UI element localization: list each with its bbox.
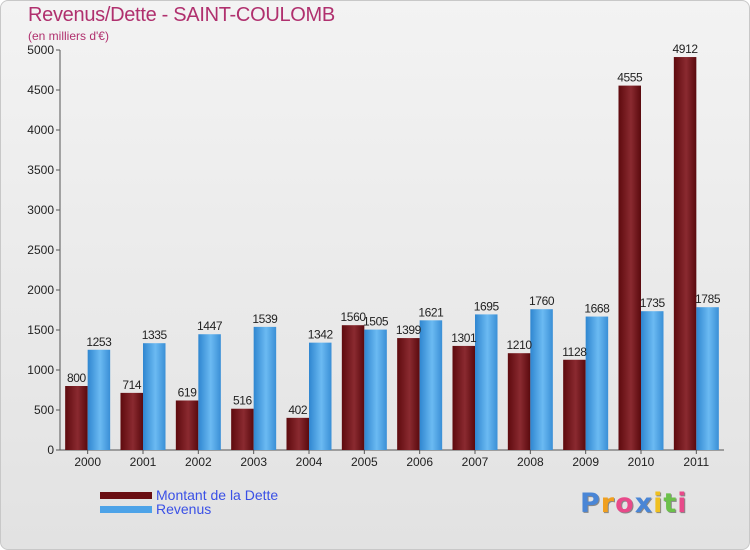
bar-debt (65, 386, 88, 450)
data-label-revenus: 1735 (640, 296, 666, 310)
x-tick-label: 2006 (406, 455, 433, 469)
data-label-debt: 402 (288, 403, 308, 417)
x-tick-label: 2007 (462, 455, 489, 469)
y-tick-label: 1000 (27, 363, 54, 377)
logo-letter: x (634, 488, 654, 519)
logo-letter: r (600, 488, 616, 519)
legend-label-debt: Montant de la Dette (156, 487, 279, 503)
data-label-debt: 1210 (507, 338, 533, 352)
bar-debt (175, 400, 199, 450)
data-label-debt: 1399 (396, 323, 422, 337)
bar-revenus (475, 314, 498, 450)
data-labels: 8001253714133561914475161539402134215601… (67, 42, 721, 417)
y-tick-label: 3000 (27, 203, 54, 217)
data-label-debt: 1560 (341, 310, 367, 324)
bar-revenus (253, 326, 277, 450)
bar-revenus (87, 349, 111, 450)
data-label-debt: 619 (178, 385, 198, 399)
x-tick-label: 2004 (296, 455, 323, 469)
data-label-debt: 714 (122, 378, 142, 392)
data-label-revenus: 1342 (308, 328, 334, 342)
y-tick-label: 1500 (27, 323, 54, 337)
data-label-revenus: 1668 (584, 302, 610, 316)
y-tick-label: 2000 (27, 283, 54, 297)
bar-revenus (198, 334, 221, 450)
legend-item-revenus: Revenus (100, 501, 211, 517)
bar-revenus (696, 307, 719, 450)
bar-debt (397, 338, 420, 450)
y-tick-label: 4000 (27, 123, 54, 137)
data-label-debt: 1301 (451, 331, 477, 345)
logo-letter: t (663, 488, 678, 519)
chart-subtitle: (en milliers d'€) (28, 29, 109, 43)
bar-revenus (364, 329, 387, 450)
logo-letter: P (580, 488, 601, 519)
data-label-debt: 800 (67, 371, 87, 385)
bar-debt (618, 85, 641, 450)
x-tick-label: 2009 (572, 455, 599, 469)
bar-revenus (143, 343, 166, 450)
bar-debt (507, 353, 531, 450)
bar-revenus (585, 316, 609, 450)
legend-label-revenus: Revenus (156, 501, 212, 517)
x-tick-label: 2000 (74, 455, 101, 469)
y-tick-label: 0 (47, 443, 54, 457)
data-label-revenus: 1695 (474, 299, 500, 313)
bar-debt (120, 392, 143, 450)
x-tick-label: 2002 (185, 455, 212, 469)
data-label-revenus: 1760 (529, 294, 555, 308)
y-tick-label: 2500 (27, 243, 54, 257)
data-label-revenus: 1539 (252, 312, 278, 326)
logo-letter: i (653, 488, 664, 519)
data-label-debt: 4912 (673, 42, 699, 56)
y-tick-label: 5000 (27, 43, 54, 57)
bars (65, 57, 719, 450)
bar-debt (452, 345, 475, 450)
y-tick-label: 3500 (27, 163, 54, 177)
data-label-revenus: 1621 (418, 305, 444, 319)
bar-revenus (530, 309, 553, 450)
bar-debt (341, 325, 365, 450)
bar-debt (231, 408, 254, 450)
x-tick-label: 2011 (683, 455, 709, 469)
logo-letter: o (615, 488, 635, 519)
x-tick-label: 2005 (351, 455, 378, 469)
x-tick-label: 2001 (130, 455, 157, 469)
data-label-debt: 1128 (562, 345, 587, 359)
bar-revenus (641, 311, 664, 450)
y-tick-label: 500 (34, 403, 54, 417)
data-label-revenus: 1785 (695, 292, 721, 306)
data-label-revenus: 1447 (197, 319, 223, 333)
data-label-debt: 516 (233, 394, 253, 408)
proxiti-logo: Proxiti (580, 488, 688, 519)
x-tick-label: 2008 (517, 455, 544, 469)
x-tick-label: 2010 (628, 455, 655, 469)
logo-letter: i (677, 488, 688, 519)
data-label-revenus: 1505 (363, 315, 389, 329)
axes: 0 500 1000 1500 2000 2500 3000 3500 4000 4500 5000… (27, 43, 724, 469)
legend-swatch-revenus (100, 505, 152, 513)
bar-revenus (309, 342, 332, 450)
data-label-revenus: 1335 (142, 328, 168, 342)
legend-item-debt: Montant de la Dette (100, 487, 278, 503)
bar-revenus (419, 320, 443, 450)
chart-title: Revenus/Dette - SAINT-COULOMB (28, 4, 335, 26)
legend-swatch-debt (100, 491, 152, 499)
bar-debt (563, 359, 586, 450)
bar-debt (286, 417, 309, 450)
data-label-debt: 4555 (617, 71, 643, 85)
y-tick-label: 4500 (27, 83, 54, 97)
data-label-revenus: 1253 (86, 335, 112, 349)
x-tick-label: 2003 (240, 455, 267, 469)
bar-debt (673, 57, 697, 450)
